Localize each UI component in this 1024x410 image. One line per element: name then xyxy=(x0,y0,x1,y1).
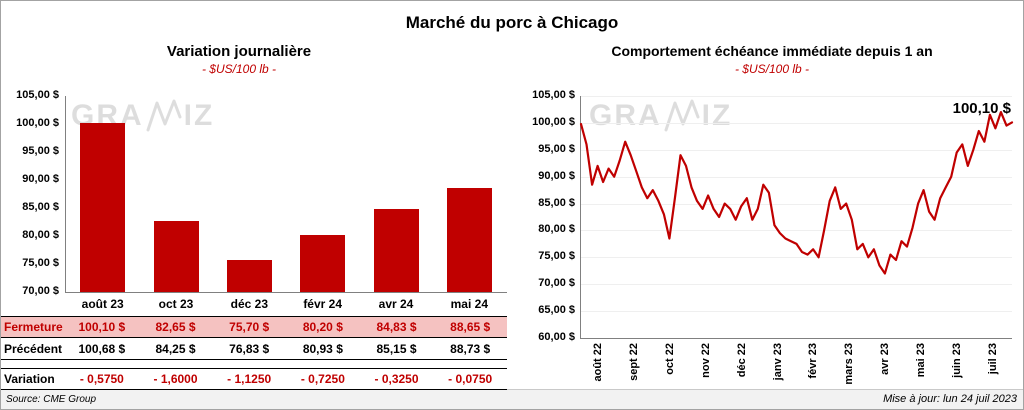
table-cell: 80,93 $ xyxy=(302,341,343,356)
line-chart-gridline xyxy=(581,122,1012,124)
bar-chart-category-label: avr 24 xyxy=(378,297,414,311)
table-cell: 88,73 $ xyxy=(450,341,491,356)
bar-chart-category-label: déc 23 xyxy=(230,297,268,311)
bar-chart-y-axis xyxy=(65,96,66,293)
table-row-label: Variation xyxy=(4,372,55,386)
line-chart-y-tick-label: 105,00 $ xyxy=(532,89,575,101)
bar-chart-title: Variation journalière xyxy=(166,43,312,60)
table-row: Fermeture 100,10 $ 82,65 $ 75,70 $ 80,20 $ 84… xyxy=(1,316,507,338)
table-cell: - 0,0750 xyxy=(448,372,493,386)
line-chart-gridline xyxy=(581,338,1012,339)
line-chart-title: Comportement échéance immédiate depuis 1… xyxy=(611,43,933,59)
line-chart-gridline xyxy=(581,203,1012,205)
bar-chart-category-label: oct 23 xyxy=(158,297,194,311)
grainwiz-zigzag-icon xyxy=(664,99,700,132)
bar-chart-subtitle: - $US/100 lb - xyxy=(201,62,277,76)
table-cell: - 0,3250 xyxy=(374,372,419,386)
line-chart-x-tick-label: nov 22 xyxy=(699,343,712,378)
bar-chart-y-tick-label: 75,00 $ xyxy=(22,257,59,269)
watermark-text-left: GRA xyxy=(589,99,662,132)
line-chart-y-tick-label: 60,00 $ xyxy=(538,331,575,343)
bar-chart-x-axis xyxy=(65,292,507,293)
table-cell: 80,20 $ xyxy=(302,320,343,334)
table-cell: 100,68 $ xyxy=(78,341,126,356)
table-cell: 88,65 $ xyxy=(450,320,491,334)
line-chart-y-tick-label: 65,00 $ xyxy=(538,304,575,317)
table-cell: 85,15 $ xyxy=(376,341,417,356)
line-chart-y-axis xyxy=(580,96,581,339)
line-chart-gridline xyxy=(581,149,1012,151)
line-chart-x-tick-label: juil 23 xyxy=(987,343,1000,375)
line-chart-y-tick-label: 85,00 $ xyxy=(538,196,575,209)
watermark-text-right: IZ xyxy=(183,99,215,132)
line-chart-x-tick-label: oct 22 xyxy=(663,343,676,375)
line-chart-x-tick-label: avr 23 xyxy=(879,343,892,375)
bar-chart-category-label: févr 24 xyxy=(303,297,343,311)
bar-chart-y-tick-label: 100,00 $ xyxy=(16,117,59,129)
bar xyxy=(153,221,199,292)
bar xyxy=(373,208,419,292)
watermark-text-right: IZ xyxy=(701,99,733,132)
line-chart-gridline xyxy=(581,230,1012,232)
table-cell: - 0,7250 xyxy=(300,372,345,386)
bar-chart-y-tick-label: 95,00 $ xyxy=(22,145,59,157)
table-cell: 100,10 $ xyxy=(78,320,126,334)
line-chart-y-tick-label: 95,00 $ xyxy=(538,142,575,155)
line-chart-gridline xyxy=(581,96,1012,97)
line-chart-y-tick-label: 75,00 $ xyxy=(538,250,575,263)
line-chart-y-tick-label: 80,00 $ xyxy=(538,223,575,236)
line-chart-y-tick-label: 90,00 $ xyxy=(538,169,575,182)
bar-chart-y-tick-label: 105,00 $ xyxy=(16,89,59,101)
table-cell: 84,25 $ xyxy=(155,341,196,356)
table-row: Précédent 100,68 $ 84,25 $ 76,83 $ 80,93 $ 85… xyxy=(1,338,507,360)
table-cell: 84,83 $ xyxy=(376,320,417,334)
bar xyxy=(80,123,126,292)
line-chart-gridline xyxy=(581,257,1012,259)
line-chart-gridline xyxy=(581,311,1012,313)
bar-chart-y-tick-label: 70,00 $ xyxy=(22,285,59,297)
bar-chart-y-tick-label: 85,00 $ xyxy=(22,201,59,213)
line-chart-x-tick-label: sept 22 xyxy=(627,343,640,381)
line-chart-gridline xyxy=(581,176,1012,178)
table-row-label: Fermeture xyxy=(4,320,63,334)
line-chart-x-tick-label: févr 23 xyxy=(807,343,820,379)
line-chart-x-tick-label: juin 23 xyxy=(951,343,964,378)
line-chart-y-tick-label: 100,00 $ xyxy=(532,115,575,128)
footer-bar: Source: CME Group Mise à jour: lun 24 ju… xyxy=(1,389,1023,409)
bar xyxy=(446,187,492,292)
line-chart-x-tick-label: mars 23 xyxy=(843,343,856,385)
line-chart-gridline xyxy=(581,284,1012,286)
line-chart-x-tick-label: janv 23 xyxy=(771,343,784,381)
grainwiz-zigzag-icon xyxy=(146,99,182,132)
table-cell: - 1,6000 xyxy=(153,372,198,386)
line-chart-subtitle: - $US/100 lb - xyxy=(734,62,810,76)
page-title: Marché du porc à Chicago xyxy=(405,13,619,32)
table-row: Variation - 0,5750 - 1,6000 - 1,1250 - 0,725… xyxy=(1,368,507,390)
grainwiz-watermark: GRA IZ xyxy=(589,99,732,133)
table-row-label: Précédent xyxy=(4,341,63,356)
source-label: Source: CME Group xyxy=(6,394,97,405)
bar-chart-y-tick-label: 90,00 $ xyxy=(22,173,59,185)
bar xyxy=(226,260,272,292)
table-cell: 75,70 $ xyxy=(229,320,270,334)
table-cell: 76,83 $ xyxy=(229,341,270,356)
line-chart-x-tick-label: août 22 xyxy=(591,343,604,382)
price-line-series xyxy=(579,111,1014,275)
table-cell: 82,65 $ xyxy=(155,320,196,334)
bar-chart-category-label: mai 24 xyxy=(450,297,488,311)
line-chart-x-tick-label: déc 22 xyxy=(735,343,748,378)
table-cell: - 0,5750 xyxy=(79,372,124,386)
last-price-annotation: 100,10 $ xyxy=(952,100,1011,117)
last-updated-label: Mise à jour: lun 24 juil 2023 xyxy=(883,393,1017,405)
bar-chart-category-label: août 23 xyxy=(81,297,124,311)
line-chart-y-tick-label: 70,00 $ xyxy=(538,277,575,290)
table-cell: - 1,1250 xyxy=(227,372,272,386)
line-chart-x-tick-label: mai 23 xyxy=(915,343,928,378)
bar-chart-y-tick-label: 80,00 $ xyxy=(22,229,59,241)
bar xyxy=(300,234,346,292)
